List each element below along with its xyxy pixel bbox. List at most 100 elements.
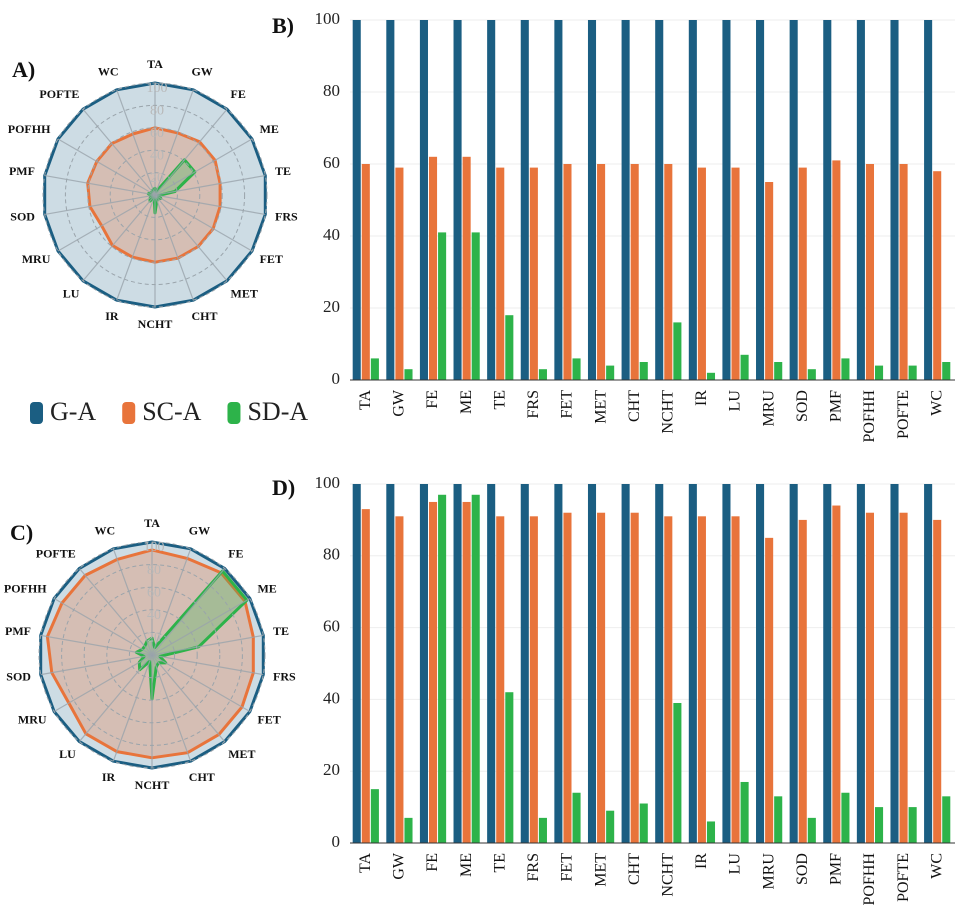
radar-category-label: MRU	[22, 252, 51, 266]
bar	[924, 20, 933, 380]
radar-tick-label: 80	[150, 104, 164, 119]
legend-label: SC-A	[142, 397, 201, 426]
bar	[462, 501, 471, 843]
x-tick-label: GW	[391, 852, 408, 880]
y-tick-label: 60	[323, 617, 340, 636]
legend-label: SD-A	[247, 397, 308, 426]
radar-category-label: WC	[95, 524, 116, 538]
bar	[908, 365, 917, 380]
x-tick-label: ME	[458, 390, 475, 414]
x-tick-label: LU	[727, 853, 744, 875]
bar	[587, 20, 597, 380]
x-tick-label: FE	[424, 390, 441, 409]
bar	[740, 354, 749, 380]
radar-tick-label: 20	[150, 171, 164, 186]
radar-grid-ring	[132, 172, 178, 218]
radar-spoke	[112, 548, 153, 656]
x-tick-label: FET	[559, 390, 576, 419]
radar-category-label: FE	[231, 87, 246, 101]
radar-tick-label: 20	[147, 631, 161, 646]
bar	[419, 20, 428, 380]
radar-grid-ring	[106, 609, 198, 701]
bar	[673, 702, 682, 843]
bar	[908, 807, 917, 843]
radar-tick-label: 60	[150, 126, 164, 141]
radar-spoke	[151, 634, 264, 656]
radar-category-label: IR	[102, 770, 116, 784]
radar-category-label: PMF	[9, 164, 35, 178]
bar	[823, 20, 832, 380]
bar	[538, 369, 547, 380]
radar-grid-ring	[128, 631, 176, 679]
radar-spoke	[151, 654, 226, 742]
panel-label: B)	[272, 13, 294, 38]
bar	[352, 484, 361, 843]
bar	[606, 365, 615, 380]
radar-category-label: MET	[231, 286, 258, 300]
bar	[487, 484, 496, 843]
bar	[453, 484, 462, 843]
bar	[404, 817, 413, 843]
x-tick-label: TE	[491, 853, 508, 873]
radar-grid-ring	[87, 127, 223, 263]
y-tick-label: 20	[323, 760, 340, 779]
radar-spoke	[151, 568, 226, 656]
bar	[462, 156, 471, 380]
bar	[471, 494, 480, 843]
bar	[856, 484, 865, 843]
radar-spoke	[116, 194, 156, 301]
legend-swatch	[30, 402, 43, 424]
x-tick-label: WC	[928, 853, 945, 879]
radar-category-label: TE	[275, 164, 291, 178]
x-tick-label: CHT	[626, 853, 643, 885]
bar	[361, 509, 370, 843]
radar-spoke	[154, 138, 253, 196]
radar-category-label: WC	[98, 65, 119, 79]
radar-tick-label: 40	[147, 608, 161, 623]
y-tick-label: 20	[323, 297, 340, 316]
x-tick-label: WC	[928, 390, 945, 416]
radar-category-label: MRU	[18, 712, 47, 726]
bar	[529, 516, 538, 843]
radar-spoke	[154, 194, 194, 301]
bar	[520, 484, 529, 843]
bar	[731, 516, 740, 843]
bar	[572, 792, 581, 843]
bar	[924, 484, 933, 843]
bar	[841, 792, 850, 843]
radar-grid-ring	[64, 104, 246, 286]
radar-spoke	[57, 194, 156, 252]
radar-spoke	[112, 654, 153, 762]
radar-tick-label: 100	[144, 540, 165, 555]
bar	[563, 512, 572, 843]
x-tick-label: PMF	[828, 853, 845, 885]
x-tick-label: PMF	[828, 390, 845, 422]
bar	[496, 516, 505, 843]
bar	[740, 781, 749, 843]
bar	[639, 362, 648, 380]
x-tick-label: TA	[357, 390, 374, 410]
bar	[538, 817, 547, 843]
radar-spoke	[151, 654, 251, 713]
y-tick-label: 80	[323, 81, 340, 100]
bar	[395, 167, 404, 380]
radar-spoke	[116, 89, 156, 196]
bar	[865, 512, 875, 843]
radar-spoke	[154, 194, 266, 216]
bar	[505, 315, 514, 380]
bar	[487, 20, 496, 380]
y-tick-label: 40	[323, 225, 340, 244]
radar-category-label: POFTE	[39, 87, 79, 101]
bar	[438, 494, 447, 843]
radar-category-label: IR	[105, 309, 119, 323]
bar	[673, 322, 682, 380]
bar	[419, 484, 428, 843]
x-tick-label: IR	[693, 853, 710, 869]
bar	[630, 164, 639, 380]
radar-category-label: PMF	[5, 624, 31, 638]
radar-category-label: ME	[260, 122, 279, 136]
radar-category-label: LU	[63, 286, 80, 300]
bar	[789, 20, 798, 380]
x-tick-label: POFTE	[895, 853, 912, 902]
bar	[361, 164, 370, 380]
